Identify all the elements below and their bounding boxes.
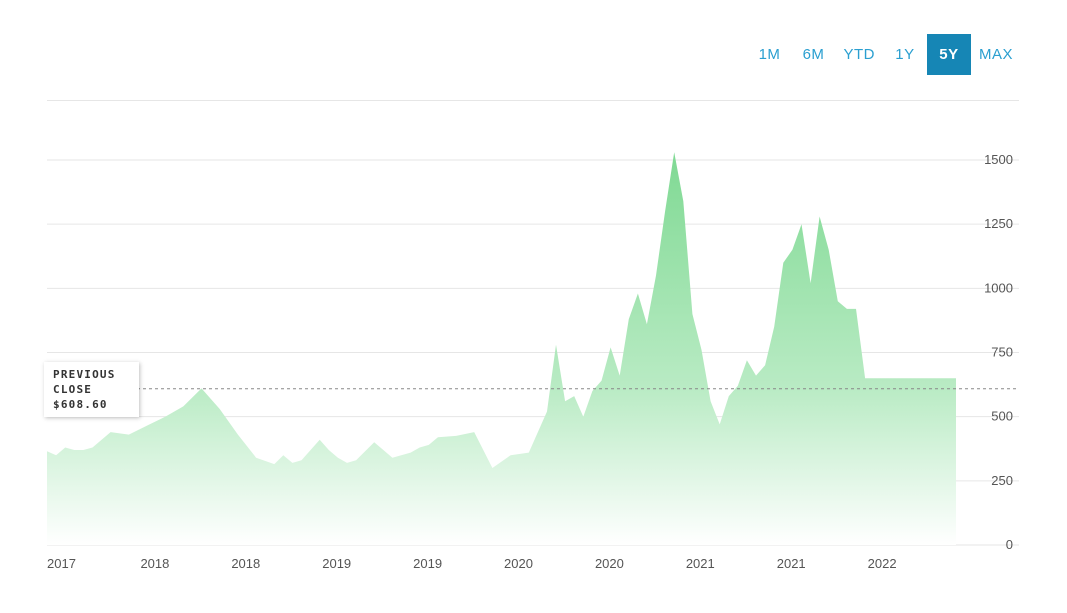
previous-close-value: $608.60 [53, 398, 108, 411]
x-tick-label: 2021 [686, 556, 715, 571]
y-tick-label: 750 [991, 345, 1013, 360]
x-tick-label: 2019 [413, 556, 442, 571]
x-tick-label: 2020 [595, 556, 624, 571]
header-divider [47, 100, 1019, 101]
range-5y-button[interactable]: 5Y [926, 34, 971, 75]
y-tick-label: 500 [991, 409, 1013, 424]
range-selector: 1M 6M YTD 1Y 5Y MAX [747, 34, 1021, 75]
x-tick-label: 2020 [504, 556, 533, 571]
y-tick-label: 1250 [984, 216, 1013, 231]
range-6m-button[interactable]: 6M [802, 46, 825, 63]
y-tick-label: 0 [1006, 537, 1013, 552]
y-tick-label: 1500 [984, 152, 1013, 167]
previous-close-label-line2: CLOSE [53, 383, 93, 396]
y-tick-label: 1000 [984, 280, 1013, 295]
previous-close-tooltip: PREVIOUS CLOSE $608.60 [44, 362, 139, 417]
range-1m-button[interactable]: 1M [758, 46, 781, 63]
y-tick-label: 250 [991, 473, 1013, 488]
price-area-series [47, 152, 956, 546]
previous-close-label-line1: PREVIOUS [53, 368, 116, 381]
x-tick-label: 2017 [47, 556, 76, 571]
x-tick-label: 2019 [322, 556, 351, 571]
x-tick-label: 2018 [231, 556, 260, 571]
x-tick-label: 2021 [777, 556, 806, 571]
x-tick-label: 2022 [868, 556, 897, 571]
range-ytd-button[interactable]: YTD [843, 46, 875, 63]
x-tick-label: 2018 [140, 556, 169, 571]
range-max-button[interactable]: MAX [978, 46, 1013, 63]
range-1y-button[interactable]: 1Y [895, 46, 915, 63]
